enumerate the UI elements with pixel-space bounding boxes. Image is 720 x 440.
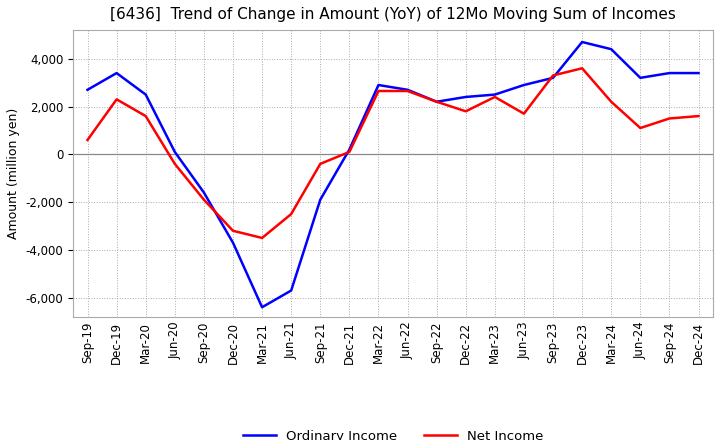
Ordinary Income [520,82,528,88]
Net Income [229,228,238,233]
Ordinary Income [578,39,587,44]
Ordinary Income [141,92,150,97]
Net Income [403,88,412,94]
Ordinary Income [316,197,325,202]
Net Income [520,111,528,116]
Net Income [199,197,208,202]
Ordinary Income [549,75,557,81]
Net Income [287,211,295,216]
Title: [6436]  Trend of Change in Amount (YoY) of 12Mo Moving Sum of Incomes: [6436] Trend of Change in Amount (YoY) o… [110,7,676,22]
Net Income [112,97,121,102]
Net Income [345,149,354,154]
Legend: Ordinary Income, Net Income: Ordinary Income, Net Income [238,424,549,440]
Line: Ordinary Income: Ordinary Income [88,42,698,307]
Ordinary Income [229,240,238,246]
Ordinary Income [374,82,383,88]
Net Income [578,66,587,71]
Ordinary Income [607,47,616,52]
Ordinary Income [171,149,179,154]
Net Income [636,125,644,131]
Ordinary Income [199,190,208,195]
Net Income [694,114,703,119]
Net Income [490,94,499,99]
Ordinary Income [403,87,412,92]
Ordinary Income [490,92,499,97]
Net Income [258,235,266,241]
Ordinary Income [345,147,354,152]
Ordinary Income [432,99,441,104]
Net Income [316,161,325,166]
Net Income [432,99,441,104]
Ordinary Income [287,288,295,293]
Net Income [84,137,92,143]
Net Income [374,88,383,94]
Ordinary Income [258,304,266,310]
Line: Net Income: Net Income [88,68,698,238]
Net Income [607,99,616,104]
Ordinary Income [636,75,644,81]
Ordinary Income [665,70,674,76]
Net Income [171,161,179,166]
Net Income [665,116,674,121]
Net Income [462,109,470,114]
Ordinary Income [112,70,121,76]
Ordinary Income [84,87,92,92]
Ordinary Income [694,70,703,76]
Net Income [141,114,150,119]
Y-axis label: Amount (million yen): Amount (million yen) [7,108,20,239]
Ordinary Income [462,94,470,99]
Net Income [549,73,557,78]
